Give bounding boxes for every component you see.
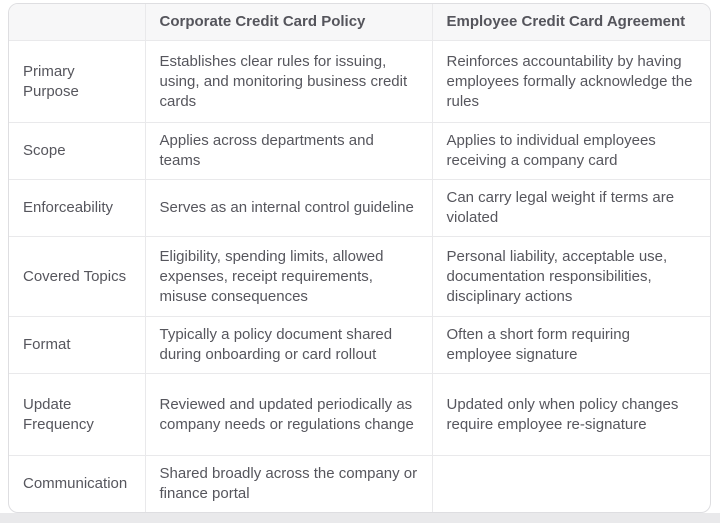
agreement-cell: Reinforces accountability by having empl… xyxy=(431,40,710,123)
row-label-cell: Update Frequency xyxy=(9,373,145,456)
agreement-cell xyxy=(431,455,710,512)
agreement-cell: Often a short form requiring employee si… xyxy=(431,316,710,374)
agreement-cell: Personal liability, acceptable use, docu… xyxy=(431,236,710,317)
policy-cell: Shared broadly across the company or fin… xyxy=(144,455,432,512)
policy-cell: Typically a policy document shared durin… xyxy=(144,316,432,374)
agreement-cell: Applies to individual employees receivin… xyxy=(431,122,710,180)
table-row: Covered Topics Eligibility, spending lim… xyxy=(9,236,710,317)
table-row: Primary Purpose Establishes clear rules … xyxy=(9,40,710,123)
policy-cell: Reviewed and updated periodically as com… xyxy=(144,373,432,456)
agreement-cell: Updated only when policy changes require… xyxy=(431,373,710,456)
agreement-cell: Can carry legal weight if terms are viol… xyxy=(431,179,710,237)
table-row: Communication Shared broadly across the … xyxy=(9,455,710,512)
table-row: Format Typically a policy document share… xyxy=(9,316,710,374)
policy-cell: Serves as an internal control guideline xyxy=(144,179,432,237)
page-bottom-strip xyxy=(0,513,720,523)
policy-cell: Applies across departments and teams xyxy=(144,122,432,180)
policy-cell: Establishes clear rules for issuing, usi… xyxy=(144,40,432,123)
comparison-table-container: Corporate Credit Card Policy Employee Cr… xyxy=(8,3,711,513)
row-label-cell: Covered Topics xyxy=(9,236,145,317)
table-row: Enforceability Serves as an internal con… xyxy=(9,179,710,237)
row-label-cell: Primary Purpose xyxy=(23,62,79,100)
policy-cell: Eligibility, spending limits, allowed ex… xyxy=(144,236,432,317)
table-row: Scope Applies across departments and tea… xyxy=(9,122,710,180)
column-header-policy: Corporate Credit Card Policy xyxy=(144,4,432,41)
table-row: Update Frequency Reviewed and updated pe… xyxy=(9,373,710,456)
column-header-blank xyxy=(9,4,145,41)
table-header-row: Corporate Credit Card Policy Employee Cr… xyxy=(9,4,710,41)
column-header-agreement: Employee Credit Card Agreement xyxy=(431,4,710,41)
row-label-cell: Communication xyxy=(9,455,145,512)
credit-card-comparison-table: Corporate Credit Card Policy Employee Cr… xyxy=(9,4,710,512)
row-label-cell: Enforceability xyxy=(9,179,145,237)
row-label-cell: Format xyxy=(9,316,145,374)
row-label-cell: Scope xyxy=(9,122,145,180)
